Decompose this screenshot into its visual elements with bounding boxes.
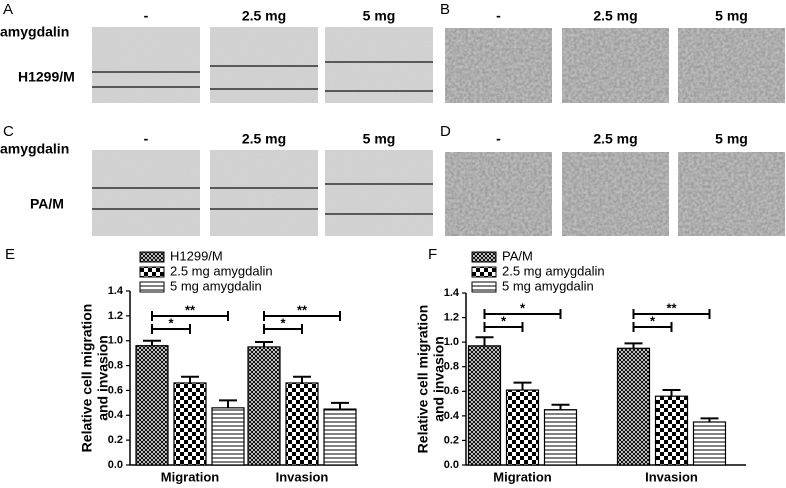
micrograph — [678, 152, 785, 236]
y-tick-label: 1.4 — [108, 285, 124, 297]
micrograph — [210, 27, 318, 103]
micrograph — [325, 150, 433, 236]
significance-label: * — [280, 315, 286, 330]
cell-line-label: PA/M — [30, 196, 64, 212]
condition-label: 2.5 mg — [593, 131, 637, 147]
row-label: amygdalin — [0, 24, 69, 40]
y-tick-label: 0.8 — [444, 361, 459, 373]
micrograph — [678, 28, 785, 103]
significance-label: * — [501, 313, 507, 328]
y-axis-label: and invasion — [95, 335, 111, 421]
y-tick-label: 0.4 — [108, 409, 124, 421]
micrograph — [325, 27, 433, 103]
panel-label: F — [428, 246, 437, 263]
x-tick-label: Invasion — [645, 469, 698, 484]
legend-swatch — [139, 251, 165, 263]
bar — [467, 345, 502, 466]
y-tick-label: 0.2 — [444, 434, 459, 446]
y-tick-label: 0.0 — [108, 459, 123, 471]
y-tick-label: 1.2 — [108, 310, 123, 322]
panel-label: E — [5, 246, 15, 263]
panel-label: B — [440, 1, 450, 18]
significance-label: * — [650, 313, 656, 328]
condition-label: 5 mg — [363, 8, 396, 24]
significance-label: * — [168, 315, 174, 330]
panel-label: C — [3, 123, 14, 140]
y-tick-label: 0.0 — [444, 459, 459, 471]
row-label: amygdalin — [0, 141, 69, 157]
condition-label: 5 mg — [715, 131, 748, 147]
legend-label: H1299/M — [170, 248, 223, 263]
panel-label: D — [440, 123, 451, 140]
y-tick-label: 0.2 — [108, 434, 123, 446]
bar — [543, 409, 578, 466]
legend-label: PA/M — [502, 248, 533, 263]
cell-line-label: H1299/M — [18, 69, 75, 85]
condition-label: 5 mg — [363, 131, 396, 147]
condition-label: 2.5 mg — [242, 131, 286, 147]
micrograph — [445, 28, 552, 103]
bar — [323, 408, 357, 466]
x-tick-label: Invasion — [276, 469, 329, 484]
y-tick-label: 1.0 — [108, 335, 123, 347]
bar — [211, 407, 245, 466]
bar — [654, 395, 689, 466]
condition-label: - — [496, 8, 501, 24]
bar — [692, 421, 727, 466]
legend-swatch — [471, 281, 497, 293]
significance-label: * — [520, 300, 526, 315]
micrograph — [92, 27, 200, 103]
y-axis-label: Relative cell migration — [79, 304, 95, 453]
y-tick-label: 0.6 — [444, 385, 459, 397]
micrograph — [562, 152, 669, 236]
y-tick-label: 0.6 — [108, 384, 123, 396]
y-tick-label: 0.8 — [108, 359, 123, 371]
bar — [247, 346, 281, 466]
legend-label: 5 mg amygdalin — [502, 278, 594, 293]
bar — [135, 345, 169, 466]
legend-swatch — [471, 251, 497, 263]
condition-label: - — [144, 8, 149, 24]
micrograph — [210, 150, 318, 236]
significance-label: ** — [185, 302, 196, 317]
legend-swatch — [139, 281, 165, 293]
condition-label: - — [144, 131, 149, 147]
y-axis-label: and invasion — [431, 336, 447, 422]
bar — [173, 382, 207, 466]
micrograph — [445, 152, 552, 236]
condition-label: 5 mg — [715, 8, 748, 24]
x-tick-label: Migration — [493, 469, 552, 484]
micrograph — [92, 150, 200, 236]
y-tick-label: 0.4 — [444, 410, 460, 422]
significance-label: ** — [666, 300, 677, 315]
x-tick-label: Migration — [161, 469, 220, 484]
condition-label: - — [496, 131, 501, 147]
y-tick-label: 1.4 — [444, 287, 460, 299]
condition-label: 2.5 mg — [242, 8, 286, 24]
legend-label: 5 mg amygdalin — [170, 278, 262, 293]
legend-swatch — [139, 266, 165, 278]
bar — [616, 347, 651, 466]
y-axis-label: Relative cell migration — [415, 305, 431, 454]
condition-label: 2.5 mg — [593, 8, 637, 24]
significance-label: ** — [297, 302, 308, 317]
y-tick-label: 1.2 — [444, 311, 459, 323]
legend-label: 2.5 mg amygdalin — [502, 263, 605, 278]
micrograph — [562, 28, 669, 103]
legend-label: 2.5 mg amygdalin — [170, 263, 273, 278]
bar — [505, 389, 540, 466]
panel-label: A — [3, 1, 13, 18]
legend-swatch — [471, 266, 497, 278]
y-tick-label: 1.0 — [444, 336, 459, 348]
bar — [285, 382, 319, 466]
